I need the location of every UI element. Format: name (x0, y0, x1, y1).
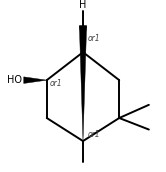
Text: or1: or1 (88, 130, 101, 139)
Polygon shape (79, 26, 87, 52)
Text: or1: or1 (50, 78, 63, 88)
Polygon shape (24, 77, 47, 83)
Text: or1: or1 (88, 35, 101, 44)
Text: HO: HO (7, 75, 22, 85)
Polygon shape (79, 26, 87, 141)
Text: H: H (79, 0, 87, 10)
